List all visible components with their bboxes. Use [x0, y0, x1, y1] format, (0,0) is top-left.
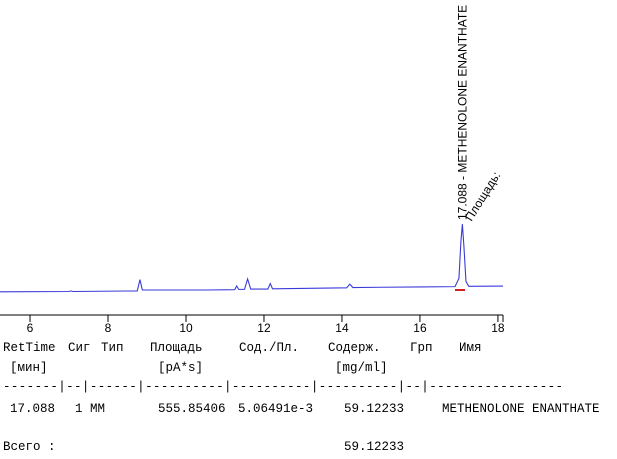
- peak-label: 17.088 - METHENOLONE ENANTHATE: [455, 5, 469, 220]
- cell: 59.12233: [344, 402, 404, 416]
- column-header: Сод./Пл.: [239, 341, 299, 355]
- x-tick-label: 6: [27, 321, 34, 335]
- column-header: Тип: [101, 341, 124, 355]
- column-header: Грп: [410, 341, 433, 355]
- baseline-marker: [455, 289, 465, 291]
- cell: 1: [75, 402, 83, 416]
- column-header: Площадь: [150, 341, 203, 355]
- column-header: Сиг: [68, 341, 91, 355]
- x-tick-label: 12: [257, 321, 271, 335]
- x-tick-label: 16: [413, 321, 427, 335]
- column-header: Имя: [459, 341, 482, 355]
- x-tick-label: 10: [179, 321, 193, 335]
- column-unit: [mg/ml]: [335, 361, 388, 375]
- cell: MM: [90, 402, 105, 416]
- column-header: RetTime: [3, 341, 56, 355]
- cell: 555.85406: [158, 402, 226, 416]
- column-unit: [pA*s]: [158, 361, 203, 375]
- signal-line: [0, 224, 504, 293]
- column-header: Содерж.: [328, 341, 381, 355]
- x-tick-label: 18: [491, 321, 505, 335]
- total-value: 59.12233: [344, 440, 404, 454]
- cell: 17.088: [10, 402, 55, 416]
- total-label: Всего :: [3, 440, 56, 454]
- cell: 5.06491e-3: [238, 402, 313, 416]
- separator: -------|--|------|----------|----------|…: [3, 380, 563, 394]
- x-tick-label: 14: [335, 321, 349, 335]
- cell: METHENOLONE ENANTHATE: [442, 402, 600, 416]
- column-unit: [мин]: [10, 361, 48, 375]
- x-tick-label: 8: [105, 321, 112, 335]
